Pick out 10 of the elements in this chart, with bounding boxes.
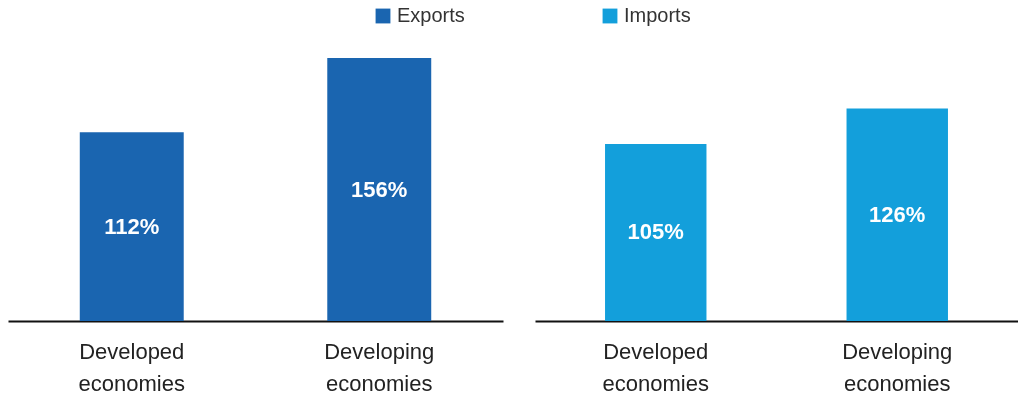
x-tick-label: Developed economies: [602, 338, 709, 396]
data-label: 105%: [627, 219, 684, 245]
data-label: 112%: [104, 213, 160, 239]
data-label: 156%: [351, 176, 408, 202]
x-tick-label: Developing economies: [842, 338, 953, 396]
legend-label: Imports: [624, 4, 691, 26]
x-tick-label: Developing economies: [324, 338, 435, 396]
data-label: 126%: [869, 201, 926, 227]
legend-label: Exports: [397, 4, 465, 26]
x-tick-label: Developed economies: [78, 338, 185, 396]
